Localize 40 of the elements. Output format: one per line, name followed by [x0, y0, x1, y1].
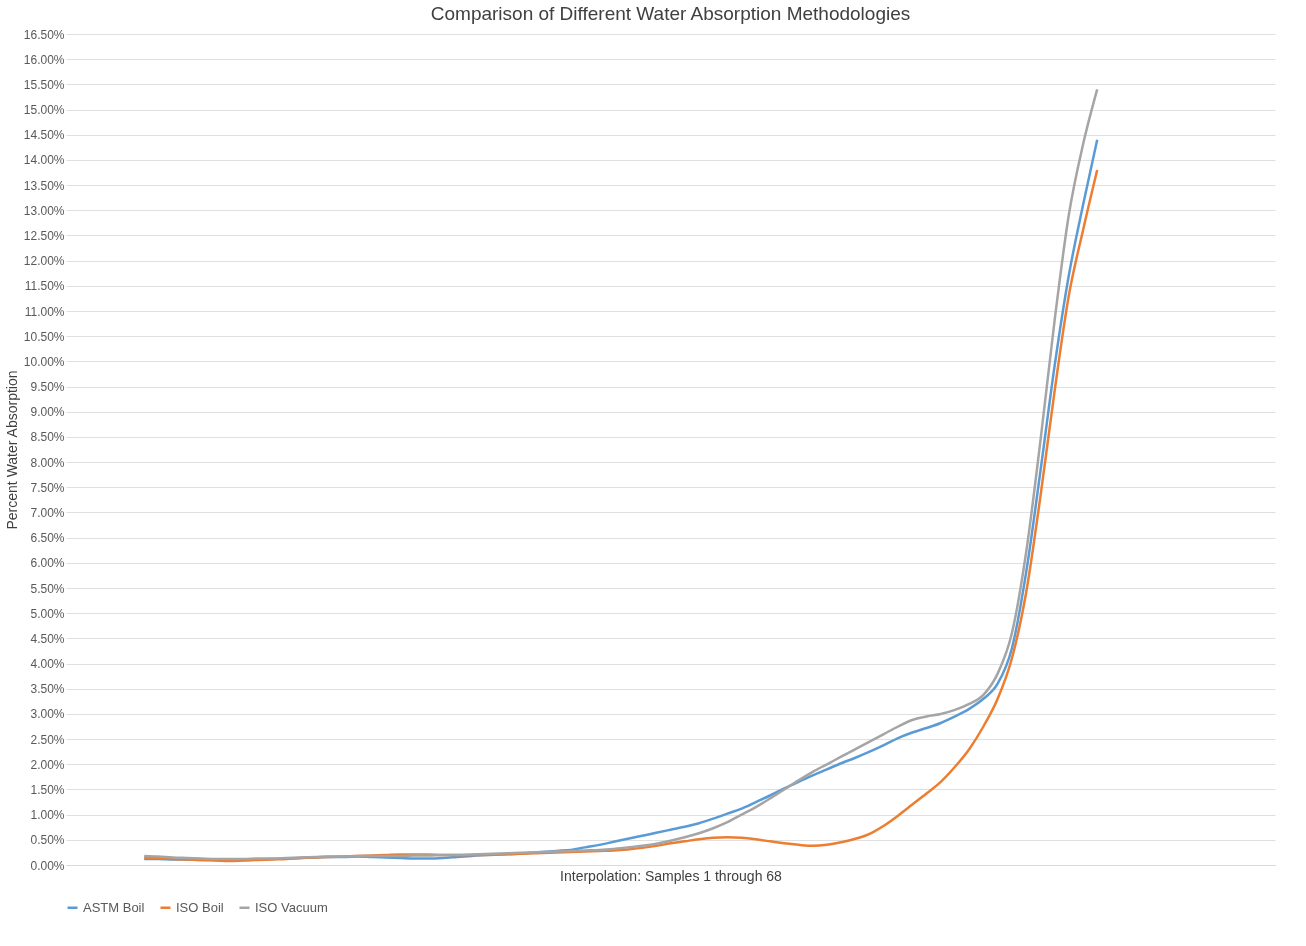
y-tick-label: 8.50% — [30, 430, 65, 445]
y-tick-label: 9.50% — [30, 380, 65, 395]
y-tick-label: 15.00% — [23, 103, 65, 118]
y-tick-label: 0.50% — [30, 833, 65, 848]
y-tick-label: 3.00% — [30, 707, 65, 722]
y-tick-label: 10.50% — [23, 329, 65, 344]
y-tick-label: 4.50% — [30, 631, 65, 646]
y-tick-label: 14.00% — [23, 153, 65, 168]
legend-label: ISO Vacuum — [255, 899, 328, 915]
y-tick-label: 7.00% — [30, 505, 65, 520]
y-tick-label: 11.00% — [24, 304, 65, 319]
y-tick-label: 5.50% — [30, 581, 65, 596]
y-tick-label: 2.00% — [30, 757, 65, 772]
legend-label: ASTM Boil — [83, 899, 145, 915]
y-tick-label: 13.50% — [23, 178, 65, 193]
y-tick-label: 10.00% — [23, 354, 65, 369]
y-tick-label: 2.50% — [30, 732, 65, 747]
legend-label: ISO Boil — [176, 899, 224, 915]
y-tick-label: 14.50% — [23, 128, 65, 143]
y-tick-label: 1.50% — [30, 782, 65, 797]
y-tick-label: 9.00% — [30, 405, 65, 420]
y-tick-label: 16.00% — [23, 52, 65, 67]
y-tick-label: 6.00% — [30, 556, 65, 571]
chart-title: Comparison of Different Water Absorption Methodologies — [430, 3, 911, 24]
y-tick-label: 13.00% — [23, 203, 65, 218]
y-tick-label: 15.50% — [23, 77, 65, 92]
y-tick-label: 8.00% — [30, 455, 65, 470]
x-axis-title: Interpolation: Samples 1 through 68 — [560, 867, 783, 884]
y-tick-label: 4.00% — [30, 657, 65, 672]
y-tick-label: 11.50% — [24, 279, 65, 294]
y-tick-label: 1.00% — [30, 808, 65, 823]
y-tick-label: 7.50% — [30, 480, 65, 495]
y-tick-label: 12.00% — [23, 254, 65, 269]
y-tick-label: 3.50% — [30, 682, 65, 697]
y-tick-label: 12.50% — [23, 228, 65, 243]
y-axis-title: Percent Water Absorption — [3, 370, 20, 530]
y-tick-label: 16.50% — [23, 27, 65, 42]
y-tick-label: 6.50% — [30, 531, 65, 546]
y-tick-label: 5.00% — [30, 606, 65, 621]
y-tick-label: 0.00% — [30, 858, 65, 873]
